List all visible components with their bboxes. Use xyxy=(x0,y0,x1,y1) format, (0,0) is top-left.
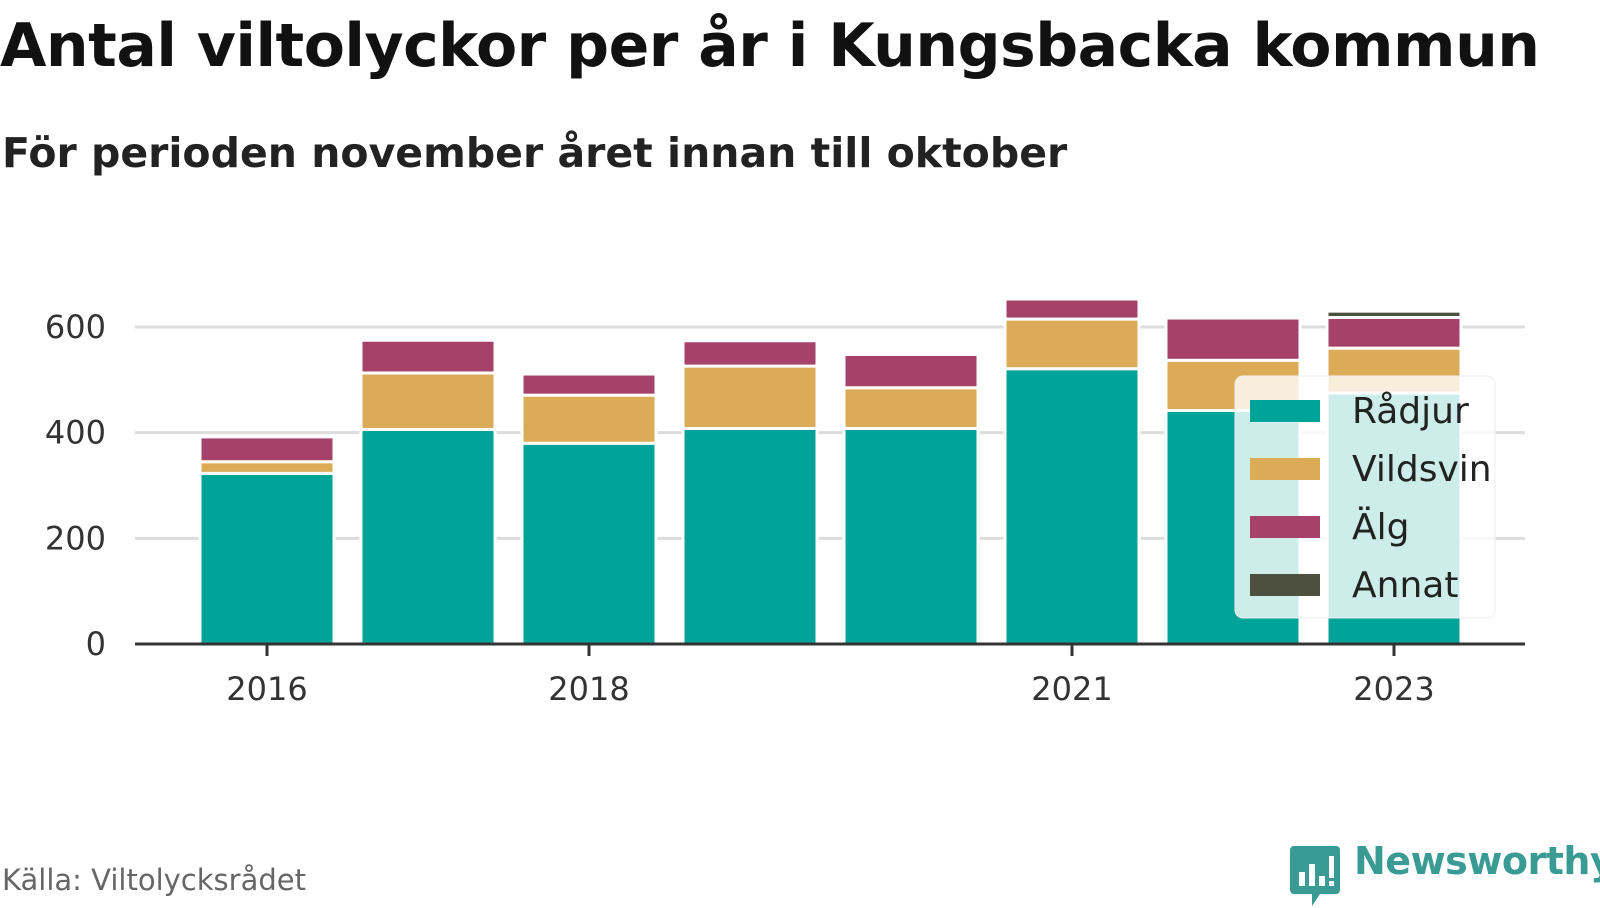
bar-segment xyxy=(359,371,497,431)
bar-segment xyxy=(1003,367,1141,646)
bar-segment xyxy=(359,427,497,646)
legend-swatch xyxy=(1250,574,1320,596)
legend-label: Annat xyxy=(1352,565,1458,606)
legend-label: Rådjur xyxy=(1352,391,1469,432)
bar-segment xyxy=(1325,315,1463,350)
bar-segment xyxy=(198,471,336,646)
bar-segment xyxy=(1325,309,1463,319)
bar-segment xyxy=(1003,297,1141,321)
legend-box xyxy=(1234,375,1496,619)
x-tick-label: 2016 xyxy=(226,670,307,708)
bar-segment xyxy=(681,426,819,646)
bar-segment xyxy=(359,338,497,375)
brand-logo: Newsworthy xyxy=(1290,838,1600,906)
bar-segment xyxy=(520,372,658,397)
bar-segment xyxy=(842,352,980,390)
bar-segment xyxy=(1003,295,1141,301)
legend-label: Vildsvin xyxy=(1352,449,1492,490)
bar-segment xyxy=(1164,314,1302,320)
legend-label: Älg xyxy=(1352,506,1409,548)
chart-title: Antal viltolyckor per år i Kungsbacka ko… xyxy=(0,11,1540,81)
y-tick-label: 400 xyxy=(45,414,106,452)
x-tick-label: 2023 xyxy=(1353,670,1434,708)
bars xyxy=(198,295,1463,646)
legend: Rådjur Vildsvin Älg Annat xyxy=(1234,375,1496,619)
bar-segment xyxy=(198,435,336,464)
y-tick-label: 200 xyxy=(45,519,106,557)
legend-swatch xyxy=(1250,400,1320,422)
y-tick-label: 600 xyxy=(45,308,106,346)
bar-segment xyxy=(1164,316,1302,362)
bar-segment xyxy=(520,393,658,445)
bar-segment xyxy=(681,364,819,430)
x-tick-label: 2021 xyxy=(1031,670,1112,708)
bar-segment xyxy=(1003,317,1141,371)
source-note: Källa: Viltolycksrådet xyxy=(2,863,306,897)
bar-segment xyxy=(842,386,980,430)
brand-name: Newsworthy xyxy=(1354,839,1600,883)
bar-segment xyxy=(198,460,336,475)
bar-segment xyxy=(842,426,980,646)
bar-segment xyxy=(520,441,658,646)
bar-segment xyxy=(681,339,819,368)
chart-subtitle: För perioden november året innan till ok… xyxy=(2,129,1068,177)
legend-swatch xyxy=(1250,458,1320,480)
x-tick-label: 2018 xyxy=(548,670,629,708)
axes: 2016 2018 2021 2023 xyxy=(135,642,1525,708)
y-tick-label: 0 xyxy=(86,625,106,663)
newsworthy-logo-icon xyxy=(1290,846,1340,906)
legend-swatch xyxy=(1250,516,1320,538)
